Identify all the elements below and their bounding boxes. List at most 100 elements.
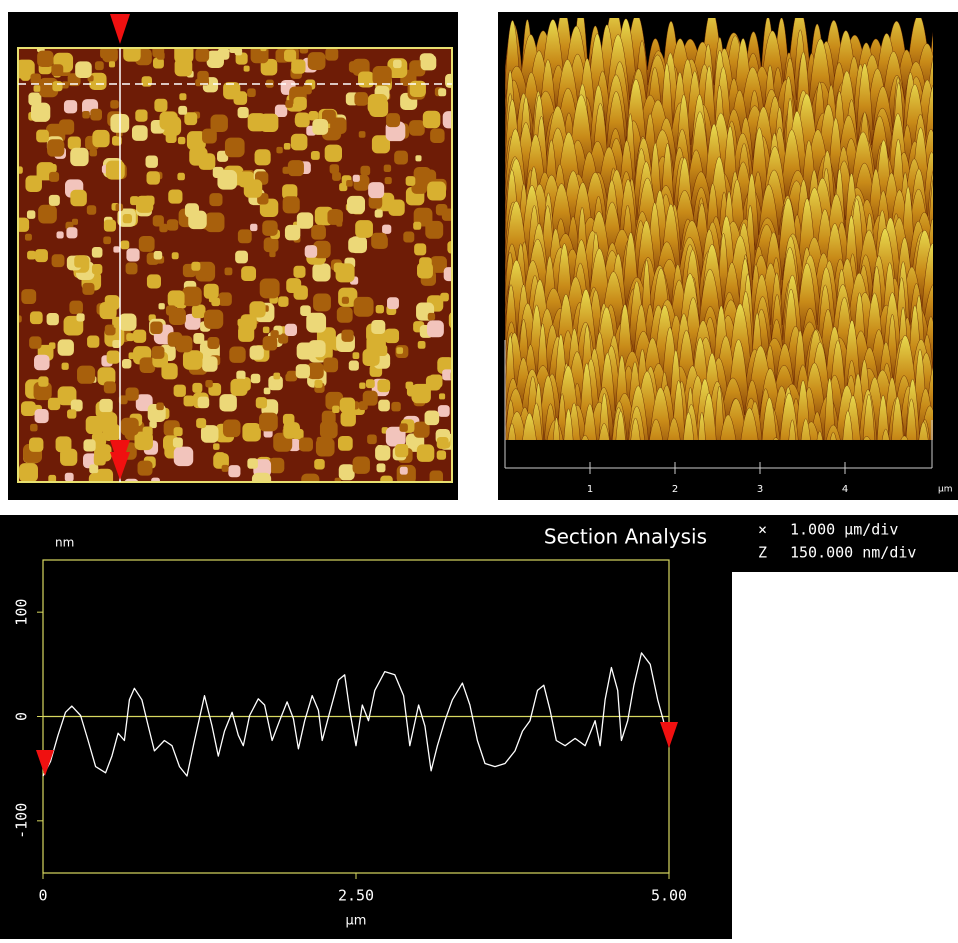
x-tick-label: 4 <box>842 484 848 495</box>
grain <box>209 193 223 207</box>
grain <box>30 73 41 84</box>
grain <box>172 437 183 448</box>
grain <box>27 250 36 260</box>
cursor <box>110 14 130 44</box>
grain <box>346 195 366 214</box>
grain <box>158 303 165 310</box>
grain <box>199 271 208 280</box>
grain <box>228 465 241 478</box>
grain <box>375 344 388 357</box>
grain <box>293 265 306 278</box>
grain <box>74 255 87 268</box>
grain <box>64 472 74 482</box>
grain <box>368 182 385 199</box>
grain <box>88 473 106 482</box>
grain <box>131 125 148 141</box>
grain <box>211 297 221 307</box>
profile-line <box>42 652 670 777</box>
grain <box>33 85 41 92</box>
grain <box>306 312 327 333</box>
grain <box>331 209 339 216</box>
grain <box>273 372 281 380</box>
grain <box>105 160 125 180</box>
grain <box>254 149 271 166</box>
grain <box>159 223 168 233</box>
grain <box>430 128 445 143</box>
surface-axis: 1 2 3 4 µm <box>504 340 953 495</box>
grain <box>37 50 54 67</box>
grain <box>259 278 280 299</box>
grain <box>70 147 89 167</box>
grain <box>204 309 224 329</box>
grain <box>189 147 208 166</box>
grain <box>93 453 106 466</box>
grain <box>237 107 249 119</box>
grain <box>24 233 32 241</box>
grain <box>29 336 42 349</box>
surface-base <box>505 440 933 448</box>
grain <box>299 437 313 452</box>
grain <box>236 370 246 380</box>
grain <box>362 348 380 367</box>
grain <box>196 418 207 429</box>
grain <box>34 408 49 424</box>
grain <box>237 229 252 244</box>
x-tick-label: 3 <box>757 484 763 495</box>
scale-axis: Z <box>758 544 767 562</box>
grain <box>174 58 193 77</box>
grain <box>375 305 384 314</box>
grain <box>308 111 319 121</box>
grain <box>25 175 42 193</box>
grain <box>348 237 364 253</box>
surface-3d <box>505 18 933 448</box>
grain <box>283 422 300 439</box>
grain <box>82 110 90 119</box>
grain <box>438 88 447 97</box>
grain <box>355 220 373 238</box>
grain <box>230 378 248 396</box>
grain <box>159 111 178 130</box>
grain <box>311 224 326 240</box>
grain <box>286 370 298 382</box>
grain <box>63 100 78 114</box>
grain <box>46 313 59 326</box>
grain <box>443 267 452 282</box>
grain <box>118 395 128 405</box>
grain <box>413 421 430 438</box>
grain <box>332 405 340 414</box>
cursor <box>660 722 678 748</box>
grain <box>47 397 61 411</box>
grain <box>274 104 288 118</box>
grain <box>167 290 185 308</box>
grain <box>48 194 60 206</box>
grain <box>153 57 164 69</box>
grain <box>229 346 246 363</box>
grain <box>367 434 377 445</box>
grain <box>235 52 248 65</box>
grain <box>186 131 206 151</box>
grain <box>378 399 390 412</box>
grain <box>30 102 51 122</box>
grain <box>200 425 219 443</box>
grain <box>77 365 96 384</box>
grain <box>156 402 164 411</box>
x-tick-label: 5.00 <box>651 887 687 905</box>
grain <box>33 381 52 401</box>
grain <box>422 110 441 129</box>
grain <box>173 384 186 397</box>
grain <box>202 356 218 372</box>
grain <box>295 112 310 128</box>
grain <box>399 466 408 475</box>
grain <box>75 61 92 79</box>
grain <box>348 360 359 371</box>
grain <box>47 139 65 157</box>
grain <box>403 231 415 243</box>
grain <box>192 382 203 393</box>
grain <box>380 475 393 482</box>
grain <box>360 165 371 176</box>
grain <box>430 256 447 273</box>
grain <box>48 474 57 482</box>
grain <box>291 59 306 74</box>
grain <box>92 129 110 148</box>
grain <box>125 387 139 401</box>
